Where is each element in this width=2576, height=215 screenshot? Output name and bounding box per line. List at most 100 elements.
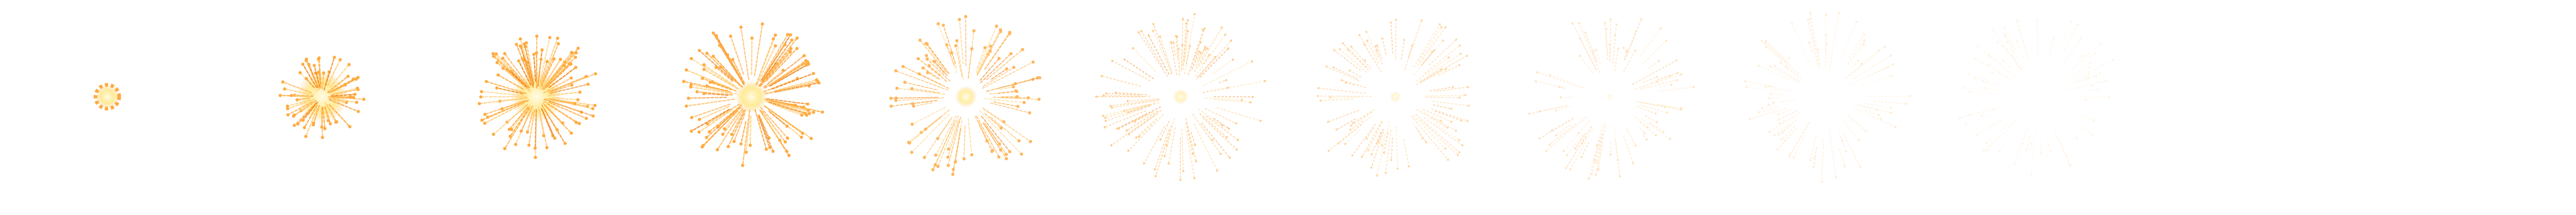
spark-trail — [294, 102, 317, 126]
spark-trail — [1862, 75, 1892, 85]
spark-trail — [703, 64, 736, 87]
burst-core — [955, 86, 977, 108]
spark-trail — [1613, 126, 1619, 161]
spark-particle — [2022, 142, 2024, 145]
spark-trail — [758, 39, 793, 87]
spark-trail — [2004, 33, 2015, 52]
spark-particle — [727, 145, 730, 148]
spark-particle — [2070, 20, 2073, 23]
spark-trail — [330, 63, 350, 88]
spark-trail — [2079, 76, 2097, 83]
firework-frame-8 — [1528, 18, 1695, 180]
spark-trail — [984, 124, 1007, 159]
spark-particle — [2088, 73, 2090, 76]
spark-particle — [1005, 67, 1008, 71]
spark-particle — [1596, 144, 1598, 147]
spark-particle — [923, 156, 926, 159]
spark-trail — [1969, 91, 1996, 95]
spark-trail — [1582, 137, 1587, 144]
spark-trail — [727, 109, 746, 147]
spark-trail — [1528, 105, 1568, 114]
spark-particle — [1808, 41, 1811, 44]
spark-particle — [1327, 120, 1329, 123]
spark-particle — [1116, 127, 1118, 130]
spark-trail — [552, 97, 579, 101]
spark-trail — [1429, 39, 1457, 66]
spark-particle — [1021, 48, 1024, 52]
spark-trail — [1185, 118, 1197, 162]
spark-particle — [1773, 134, 1776, 137]
spark-particle — [1777, 119, 1780, 121]
spark-particle — [1333, 49, 1335, 52]
spark-particle — [1809, 18, 1811, 20]
spark-particle — [955, 39, 958, 42]
spark-trail — [1829, 131, 1836, 178]
spark-trail — [1809, 18, 1816, 49]
spark-particle — [304, 77, 308, 81]
spark-particle — [1863, 33, 1865, 35]
spark-particle — [2036, 19, 2038, 22]
spark-particle — [1632, 162, 1634, 164]
spark-particle — [1845, 150, 1847, 153]
spark-particle — [584, 117, 588, 120]
spark-particle — [894, 69, 898, 73]
spark-trail — [1128, 113, 1158, 135]
spark-trail — [328, 99, 359, 112]
spark-particle — [808, 112, 811, 116]
spark-particle — [1862, 43, 1865, 46]
spark-particle — [1617, 47, 1620, 50]
spark-trail — [328, 104, 351, 127]
spark-trail — [749, 115, 752, 146]
spark-particle — [2016, 40, 2018, 42]
spark-particle — [1655, 134, 1657, 137]
spark-trail — [713, 55, 743, 88]
spark-trail — [1639, 127, 1645, 134]
spark-particle — [494, 52, 498, 56]
spark-trail — [706, 52, 741, 86]
spark-particle — [1365, 31, 1367, 33]
spark-trail — [1777, 109, 1791, 115]
spark-particle — [1009, 52, 1013, 55]
spark-trail — [1213, 59, 1233, 74]
spark-particle — [1776, 148, 1779, 150]
spark-particle — [1455, 130, 1457, 132]
spark-particle — [714, 66, 718, 69]
spark-particle — [1027, 96, 1030, 99]
spark-trail — [1424, 95, 1466, 97]
spark-particle — [1208, 54, 1211, 56]
spark-particle — [570, 51, 573, 54]
spark-particle — [690, 116, 693, 119]
spark-particle — [1012, 85, 1015, 89]
spark-particle — [1342, 42, 1344, 45]
spark-trail — [1640, 118, 1671, 140]
spark-trail — [314, 72, 320, 87]
spark-particle — [1778, 122, 1781, 125]
spark-particle — [1781, 131, 1784, 134]
spark-trail — [1840, 136, 1843, 142]
spark-particle — [1179, 178, 1182, 181]
spark-trail — [1424, 45, 1460, 74]
spark-particle — [1447, 159, 1450, 161]
firework-frame-6 — [1095, 13, 1266, 181]
spark-trail — [538, 37, 551, 86]
spark-trail — [740, 26, 750, 81]
spark-trail — [1192, 113, 1221, 155]
spark-particle — [1390, 159, 1393, 161]
spark-particle — [1656, 81, 1658, 83]
spark-trail — [1977, 45, 2016, 77]
spark-trail — [321, 107, 324, 138]
spark-trail — [993, 97, 1029, 98]
spark-trail — [703, 92, 729, 96]
spark-trail — [753, 23, 763, 76]
spark-trail — [763, 114, 781, 141]
spark-trail — [1152, 30, 1172, 75]
spark-trail — [1859, 104, 1892, 113]
spark-particle — [1877, 49, 1880, 52]
spark-trail — [1428, 53, 1461, 76]
spark-trail — [497, 74, 524, 90]
spark-particle — [553, 137, 557, 140]
spark-trail — [685, 69, 731, 89]
spark-trail — [955, 128, 962, 162]
spark-particle — [2069, 163, 2072, 166]
